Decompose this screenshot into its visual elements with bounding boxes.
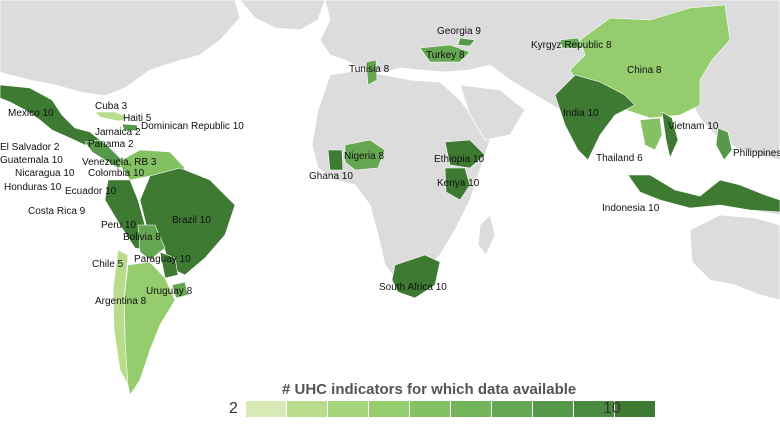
label-brazil: Brazil 10 <box>172 215 211 226</box>
legend-title: # UHC indicators for which data availabl… <box>282 381 577 398</box>
region-south-africa[interactable] <box>391 254 441 299</box>
region-tunisia[interactable] <box>365 59 378 86</box>
legend-max-label: 10 <box>603 400 621 417</box>
label-panama: Panama 2 <box>88 139 134 150</box>
label-ghana: Ghana 10 <box>309 171 353 182</box>
label-ethiopia: Ethiopia 10 <box>434 154 485 165</box>
label-uruguay: Uruguay 8 <box>146 286 193 297</box>
region-bolivia[interactable] <box>137 224 166 261</box>
legend-color-scale <box>246 401 656 417</box>
region-mexico[interactable] <box>0 84 101 146</box>
legend-min-label: 2 <box>229 400 238 417</box>
land-arabia <box>459 84 526 141</box>
region-kenya[interactable] <box>444 167 471 201</box>
region-turkey[interactable] <box>419 44 471 63</box>
label-el-salvador: El Salvador 2 <box>0 142 60 153</box>
label-tunisia: Tunisia 8 <box>349 64 390 75</box>
region-chile[interactable] <box>112 249 129 386</box>
label-chile: Chile 5 <box>92 259 124 270</box>
region-ghana[interactable] <box>327 149 344 171</box>
label-cuba: Cuba 3 <box>95 101 128 112</box>
land-north-america <box>0 0 241 97</box>
label-ecuador: Ecuador 10 <box>65 186 117 197</box>
region-georgia[interactable] <box>457 37 476 47</box>
label-indonesia: Indonesia 10 <box>602 203 660 214</box>
land-greenland <box>239 0 326 31</box>
legend-swatch-3 <box>328 401 368 417</box>
region-nigeria[interactable] <box>344 139 386 171</box>
label-india: India 10 <box>563 108 599 119</box>
label-china: China 8 <box>627 65 662 76</box>
label-georgia: Georgia 9 <box>437 26 481 37</box>
label-dominican-republic: Dominican Republic 10 <box>141 121 244 132</box>
label-peru: Peru 10 <box>101 220 137 231</box>
region-paraguay[interactable] <box>159 251 179 279</box>
label-turkey: Turkey 8 <box>426 50 465 61</box>
label-mexico: Mexico 10 <box>8 108 54 119</box>
label-paraguay: Paraguay 10 <box>134 254 191 265</box>
legend-swatch-7 <box>492 401 532 417</box>
label-kyrgyz-republic: Kyrgyz Republic 8 <box>531 40 612 51</box>
label-nicaragua: Nicaragua 10 <box>15 168 75 179</box>
legend-swatch-5 <box>410 401 450 417</box>
data-countries <box>0 4 780 396</box>
label-haiti: Haiti 5 <box>123 113 152 124</box>
legend-swatch-1 <box>246 401 286 417</box>
label-costa-rica: Costa Rica 9 <box>28 206 86 217</box>
region-vietnam[interactable] <box>661 111 679 159</box>
region-cuba[interactable] <box>94 111 131 122</box>
label-south-africa: South Africa 10 <box>379 282 447 293</box>
label-vietnam: Vietnam 10 <box>668 121 719 132</box>
region-argentina[interactable] <box>123 261 176 396</box>
legend-swatch-8 <box>533 401 573 417</box>
label-philippines: Philippines <box>733 148 780 159</box>
land-madagascar <box>477 214 496 256</box>
region-ethiopia[interactable] <box>444 139 486 169</box>
label-nigeria: Nigeria 8 <box>344 151 385 162</box>
region-philippines[interactable] <box>715 127 733 161</box>
legend-swatch-4 <box>369 401 409 417</box>
region-hispaniola[interactable] <box>121 123 139 132</box>
label-venezuela: Venezuela, RB 3 <box>82 157 157 168</box>
label-thailand: Thailand 6 <box>596 153 643 164</box>
land-australia <box>689 214 780 301</box>
label-guatemala: Guatemala 10 <box>0 155 63 166</box>
legend-swatch-2 <box>287 401 327 417</box>
label-kenya: Kenya 10 <box>437 178 480 189</box>
land-africa <box>311 69 491 286</box>
label-jamaica: Jamaica 2 <box>95 127 141 138</box>
label-bolivia: Bolivia 8 <box>123 232 161 243</box>
region-india[interactable] <box>554 74 636 161</box>
region-uruguay[interactable] <box>171 281 189 299</box>
label-colombia: Colombia 10 <box>88 168 145 179</box>
legend-swatch-10 <box>615 401 655 417</box>
legend-swatch-9 <box>574 401 614 417</box>
region-thailand[interactable] <box>639 117 663 151</box>
region-kyrgyz[interactable] <box>559 37 583 49</box>
label-argentina: Argentina 8 <box>95 296 147 307</box>
label-honduras: Honduras 10 <box>4 182 62 193</box>
legend-swatch-6 <box>451 401 491 417</box>
region-indonesia[interactable] <box>627 174 780 213</box>
